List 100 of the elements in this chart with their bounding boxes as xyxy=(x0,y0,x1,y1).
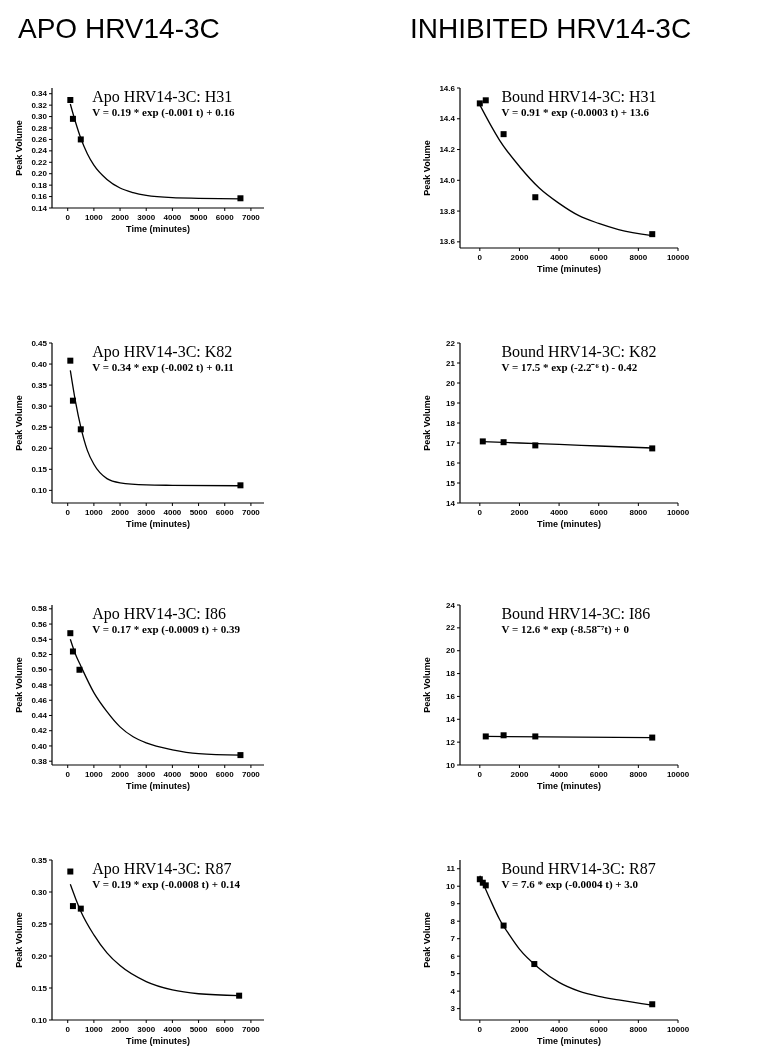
x-tick-label: 0 xyxy=(65,213,71,222)
y-tick-label: 0.52 xyxy=(31,650,48,660)
x-tick-label: 6000 xyxy=(215,770,235,779)
x-tick-label: 6000 xyxy=(215,1025,235,1034)
x-tick-label: 4000 xyxy=(550,1025,569,1034)
chart-subtitle: Bound HRV14-3C: H31 xyxy=(501,88,657,105)
y-tick-label: 20 xyxy=(446,646,456,656)
y-tick-label: 0.16 xyxy=(31,192,48,202)
x-tick-label: 8000 xyxy=(629,253,648,262)
x-tick-label: 6000 xyxy=(589,253,609,262)
x-tick-label: 7000 xyxy=(242,770,261,779)
y-tick-label: 19 xyxy=(446,398,456,408)
y-tick-label: 0.35 xyxy=(31,380,48,390)
y-tick-label: 0.15 xyxy=(31,983,48,993)
x-axis-title: Time (minutes) xyxy=(537,1036,601,1046)
y-axis-title: Peak Volume xyxy=(422,912,432,968)
chart-subtitle: Bound HRV14-3C: K82 xyxy=(501,343,657,360)
x-tick-label: 4000 xyxy=(163,213,182,222)
point xyxy=(67,630,74,637)
annotation: V = 0.34 * exp (-0.002 t) + 0.11 xyxy=(92,361,234,374)
y-tick-label: 14.2 xyxy=(439,145,456,155)
y-tick-label: 0.50 xyxy=(31,665,48,675)
y-axis-title: Peak Volume xyxy=(14,912,24,968)
y-tick-label: 5 xyxy=(450,969,456,979)
point xyxy=(482,97,489,104)
x-tick-label: 2000 xyxy=(510,508,529,517)
x-tick-label: 6000 xyxy=(589,508,609,517)
x-tick-label: 5000 xyxy=(189,1025,209,1034)
x-tick-label: 8000 xyxy=(629,770,648,779)
x-tick-label: 1000 xyxy=(84,770,104,779)
x-tick-label: 7000 xyxy=(242,213,261,222)
x-tick-label: 4000 xyxy=(163,508,182,517)
y-tick-label: 0.20 xyxy=(31,169,48,179)
y-tick-label: 0.46 xyxy=(31,695,48,705)
x-tick-label: 3000 xyxy=(137,1025,156,1034)
annotation: V = 0.17 * exp (-0.0009 t) + 0.39 xyxy=(92,623,241,636)
y-tick-label: 0.20 xyxy=(31,951,48,961)
y-tick-label: 10 xyxy=(446,760,456,770)
x-tick-label: 0 xyxy=(65,1025,71,1034)
y-tick-label: 21 xyxy=(446,358,456,368)
y-tick-label: 0.15 xyxy=(31,464,48,474)
x-tick-label: 0 xyxy=(65,508,71,517)
x-tick-label: 4000 xyxy=(163,770,182,779)
y-tick-label: 0.30 xyxy=(31,401,48,411)
point xyxy=(67,97,74,103)
y-tick-label: 8 xyxy=(450,916,456,926)
chart-subtitle: Bound HRV14-3C: R87 xyxy=(501,860,656,877)
y-tick-label: 6 xyxy=(450,951,456,961)
x-tick-label: 3000 xyxy=(137,770,156,779)
y-tick-label: 0.45 xyxy=(31,338,48,348)
x-tick-label: 0 xyxy=(477,770,483,779)
y-tick-label: 18 xyxy=(446,418,456,428)
y-tick-label: 0.25 xyxy=(31,919,48,929)
x-tick-label: 2000 xyxy=(111,508,130,517)
y-tick-label: 0.24 xyxy=(31,146,48,156)
y-tick-label: 0.58 xyxy=(31,604,48,614)
y-tick-label: 14.4 xyxy=(439,114,456,124)
y-tick-label: 22 xyxy=(446,623,456,633)
y-tick-label: 18 xyxy=(446,669,456,679)
y-tick-label: 0.54 xyxy=(31,634,48,644)
point xyxy=(532,194,539,201)
y-tick-label: 7 xyxy=(450,934,456,944)
x-tick-label: 7000 xyxy=(242,1025,261,1034)
x-tick-label: 1000 xyxy=(84,508,104,517)
y-tick-label: 0.42 xyxy=(31,726,48,736)
x-tick-label: 0 xyxy=(477,253,483,262)
y-tick-label: 0.22 xyxy=(31,157,48,167)
y-axis-title: Peak Volume xyxy=(422,657,432,713)
y-tick-label: 14 xyxy=(446,714,456,724)
x-tick-label: 0 xyxy=(65,770,71,779)
point xyxy=(649,231,656,238)
x-tick-label: 5000 xyxy=(189,770,209,779)
y-tick-label: 13.6 xyxy=(439,237,456,247)
annotation: V = 12.6 * exp (-8.58⁻⁷t) + 0 xyxy=(501,623,630,636)
x-tick-label: 3000 xyxy=(137,508,156,517)
y-tick-label: 0.18 xyxy=(31,180,48,190)
chart-subtitle: Bound HRV14-3C: I86 xyxy=(501,605,651,622)
x-tick-label: 5000 xyxy=(189,508,209,517)
y-tick-label: 0.35 xyxy=(31,855,48,865)
point xyxy=(479,438,486,445)
annotation: V = 0.91 * exp (-0.0003 t) + 13.6 xyxy=(501,106,650,119)
x-tick-label: 6000 xyxy=(215,213,235,222)
x-axis-title: Time (minutes) xyxy=(537,781,601,791)
x-tick-label: 8000 xyxy=(629,1025,648,1034)
x-tick-label: 2000 xyxy=(510,1025,529,1034)
point xyxy=(67,357,74,364)
y-tick-label: 9 xyxy=(450,899,456,909)
y-axis-title: Peak Volume xyxy=(14,657,24,713)
point xyxy=(237,482,244,489)
y-tick-label: 11 xyxy=(446,864,456,874)
chart-title: INHIBITED HRV14-3C xyxy=(410,13,692,44)
x-axis-title: Time (minutes) xyxy=(126,781,190,791)
x-tick-label: 2000 xyxy=(510,770,529,779)
y-tick-label: 0.40 xyxy=(31,741,48,751)
y-tick-label: 0.10 xyxy=(31,486,48,496)
y-tick-label: 16 xyxy=(446,458,456,468)
x-tick-label: 5000 xyxy=(189,213,209,222)
y-tick-label: 0.26 xyxy=(31,135,48,145)
x-axis-title: Time (minutes) xyxy=(537,519,601,529)
y-tick-label: 0.40 xyxy=(31,359,48,369)
